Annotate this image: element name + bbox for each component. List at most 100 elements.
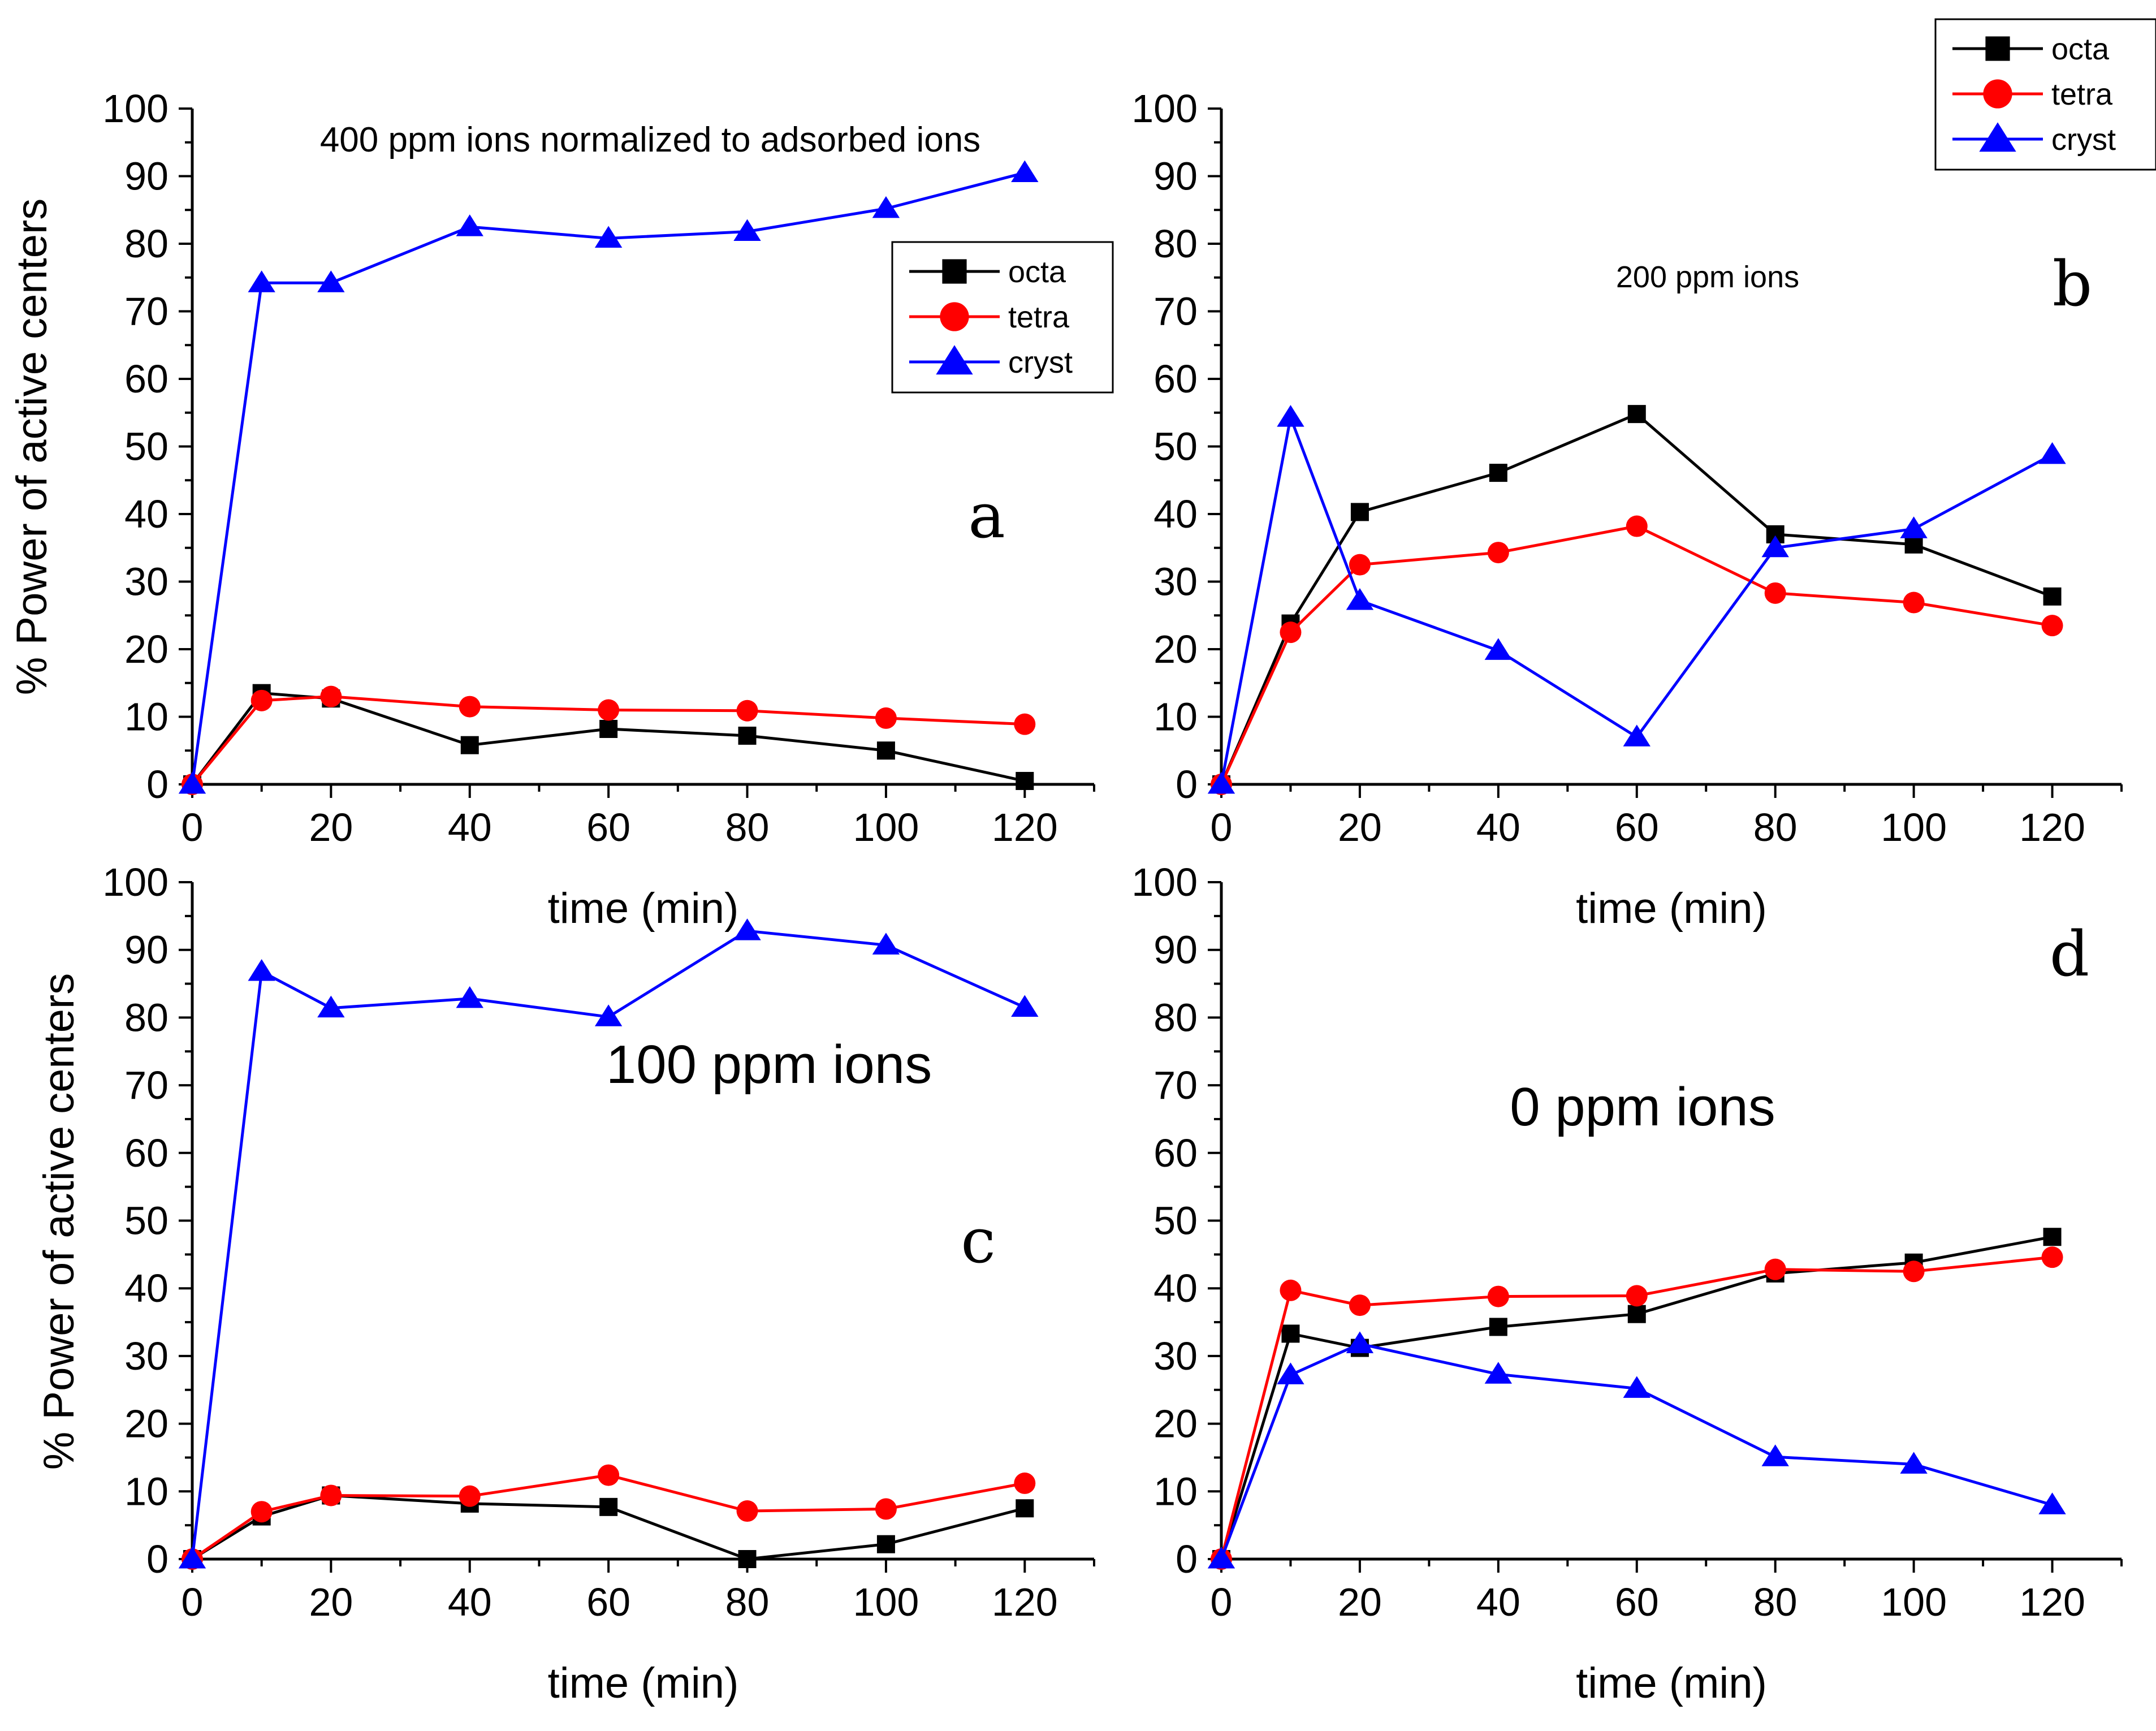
panel-b: 0 20 40 60 80 100 120 0 10 20 30 40 50 60 70 80 90 100 tim… xyxy=(1131,18,2156,933)
y-tick-label: 30 xyxy=(124,1334,168,1378)
data-point-tetra xyxy=(250,1501,273,1523)
data-point-octa xyxy=(1904,535,1923,554)
data-point-cryst xyxy=(1207,772,1235,794)
y-tick-label: 70 xyxy=(1153,1063,1198,1107)
series-line-octa xyxy=(191,692,1025,785)
data-point-cryst xyxy=(317,270,345,292)
data-point-tetra xyxy=(736,700,758,722)
y-tick-label: 20 xyxy=(124,1402,168,1446)
y-axis-title: % Power of active centers xyxy=(8,198,56,696)
y-tick-label: 30 xyxy=(1153,1334,1198,1378)
data-point-octa xyxy=(1350,503,1369,521)
y-tick-label: 30 xyxy=(1153,560,1198,604)
data-point-tetra xyxy=(1487,542,1509,564)
x-tick-label: 0 xyxy=(1211,805,1233,849)
data-point-cryst xyxy=(1011,160,1039,183)
x-tick-label: 80 xyxy=(725,1580,770,1624)
x-tick-label: 20 xyxy=(309,805,353,849)
x-tick-label: 120 xyxy=(992,1580,1058,1624)
legend-marker-octa xyxy=(1985,36,2010,61)
panel-letter: b xyxy=(2053,248,2092,320)
data-point-octa xyxy=(876,741,895,760)
legend-label: tetra xyxy=(1008,300,1070,334)
y-tick-label: 60 xyxy=(1153,1131,1198,1175)
legend-marker-tetra xyxy=(1983,79,2012,109)
legend-label: octa xyxy=(2051,32,2110,66)
x-tick-label: 100 xyxy=(853,805,919,849)
x-tick-label: 0 xyxy=(182,805,204,849)
y-tick-label: 60 xyxy=(124,357,168,401)
legend-label: octa xyxy=(1008,255,1066,289)
data-point-octa xyxy=(2043,1228,2062,1246)
x-tick-label: 60 xyxy=(1615,1580,1659,1624)
data-point-cryst xyxy=(1761,1444,1789,1466)
data-point-tetra xyxy=(1764,582,1786,604)
data-point-tetra xyxy=(1014,1472,1036,1494)
data-point-cryst xyxy=(1207,1547,1235,1569)
x-tick-label: 100 xyxy=(1881,805,1947,849)
x-tick-label: 40 xyxy=(1476,805,1520,849)
data-point-cryst xyxy=(594,226,623,248)
data-point-octa xyxy=(599,720,618,739)
legend-label: tetra xyxy=(2051,77,2113,111)
y-tick-label: 50 xyxy=(124,425,168,469)
data-point-octa xyxy=(1489,464,1507,482)
x-tick-label: 0 xyxy=(182,1580,204,1624)
series-line-octa xyxy=(1220,412,2053,785)
y-tick-label: 30 xyxy=(124,560,168,604)
data-point-cryst xyxy=(1623,724,1651,746)
legend-marker-tetra xyxy=(940,302,969,331)
series-line-cryst xyxy=(1220,416,2053,785)
data-point-cryst xyxy=(248,959,275,981)
data-point-octa xyxy=(1016,772,1034,791)
data-point-tetra xyxy=(598,1464,620,1486)
data-point-tetra xyxy=(598,699,620,721)
x-tick-label: 0 xyxy=(1211,1580,1233,1624)
x-tick-label: 120 xyxy=(2019,1580,2085,1624)
data-point-cryst xyxy=(1277,1362,1304,1384)
y-tick-label: 50 xyxy=(1153,1199,1198,1243)
legend-label: cryst xyxy=(1008,346,1073,379)
series-line-octa xyxy=(191,1493,1025,1561)
data-point-octa xyxy=(738,726,757,745)
y-tick-label: 60 xyxy=(1153,357,1198,401)
data-point-tetra xyxy=(459,1485,481,1507)
x-tick-label: 20 xyxy=(1338,805,1382,849)
y-tick-label: 40 xyxy=(124,492,168,536)
data-point-cryst xyxy=(1484,1362,1513,1384)
data-point-cryst xyxy=(1761,535,1789,558)
data-point-tetra xyxy=(2041,615,2063,637)
data-point-octa xyxy=(738,1550,757,1568)
y-tick-label: 40 xyxy=(1153,492,1198,536)
data-point-cryst xyxy=(1900,1452,1928,1474)
series-line-tetra xyxy=(191,1474,1025,1561)
legend-label: cryst xyxy=(2051,123,2116,157)
data-point-tetra xyxy=(1014,713,1036,735)
data-point-cryst xyxy=(733,918,761,940)
y-tick-label: 20 xyxy=(1153,1402,1198,1446)
data-point-cryst xyxy=(2038,442,2066,464)
x-axis-title: time (min) xyxy=(548,884,739,933)
data-point-cryst xyxy=(594,1004,623,1026)
series-line-octa xyxy=(1220,1235,2053,1560)
series-line-tetra xyxy=(1220,1255,2053,1560)
y-tick-label: 100 xyxy=(1131,860,1198,904)
data-point-cryst xyxy=(1277,405,1304,427)
chart-title: 200 ppm ions xyxy=(1616,260,1799,294)
data-point-tetra xyxy=(320,1484,342,1506)
y-tick-label: 10 xyxy=(124,695,168,739)
legend-marker-octa xyxy=(942,259,967,284)
panel-c: 0 20 40 60 80 100 120 0 10 20 30 40 50 60 70 80 90 100 tim… xyxy=(35,860,1095,1707)
panel-letter: a xyxy=(968,480,1005,552)
data-point-tetra xyxy=(320,685,342,707)
x-tick-label: 100 xyxy=(1881,1580,1947,1624)
data-point-cryst xyxy=(733,219,761,241)
y-tick-label: 100 xyxy=(1131,87,1198,131)
y-axis-title: % Power of active centers xyxy=(35,973,83,1470)
y-tick-label: 90 xyxy=(1153,928,1198,972)
data-point-cryst xyxy=(456,986,483,1008)
data-point-tetra xyxy=(1280,1279,1302,1301)
y-tick-label: 90 xyxy=(124,154,168,198)
data-point-cryst xyxy=(1011,995,1039,1017)
panel-letter: c xyxy=(961,1205,996,1277)
